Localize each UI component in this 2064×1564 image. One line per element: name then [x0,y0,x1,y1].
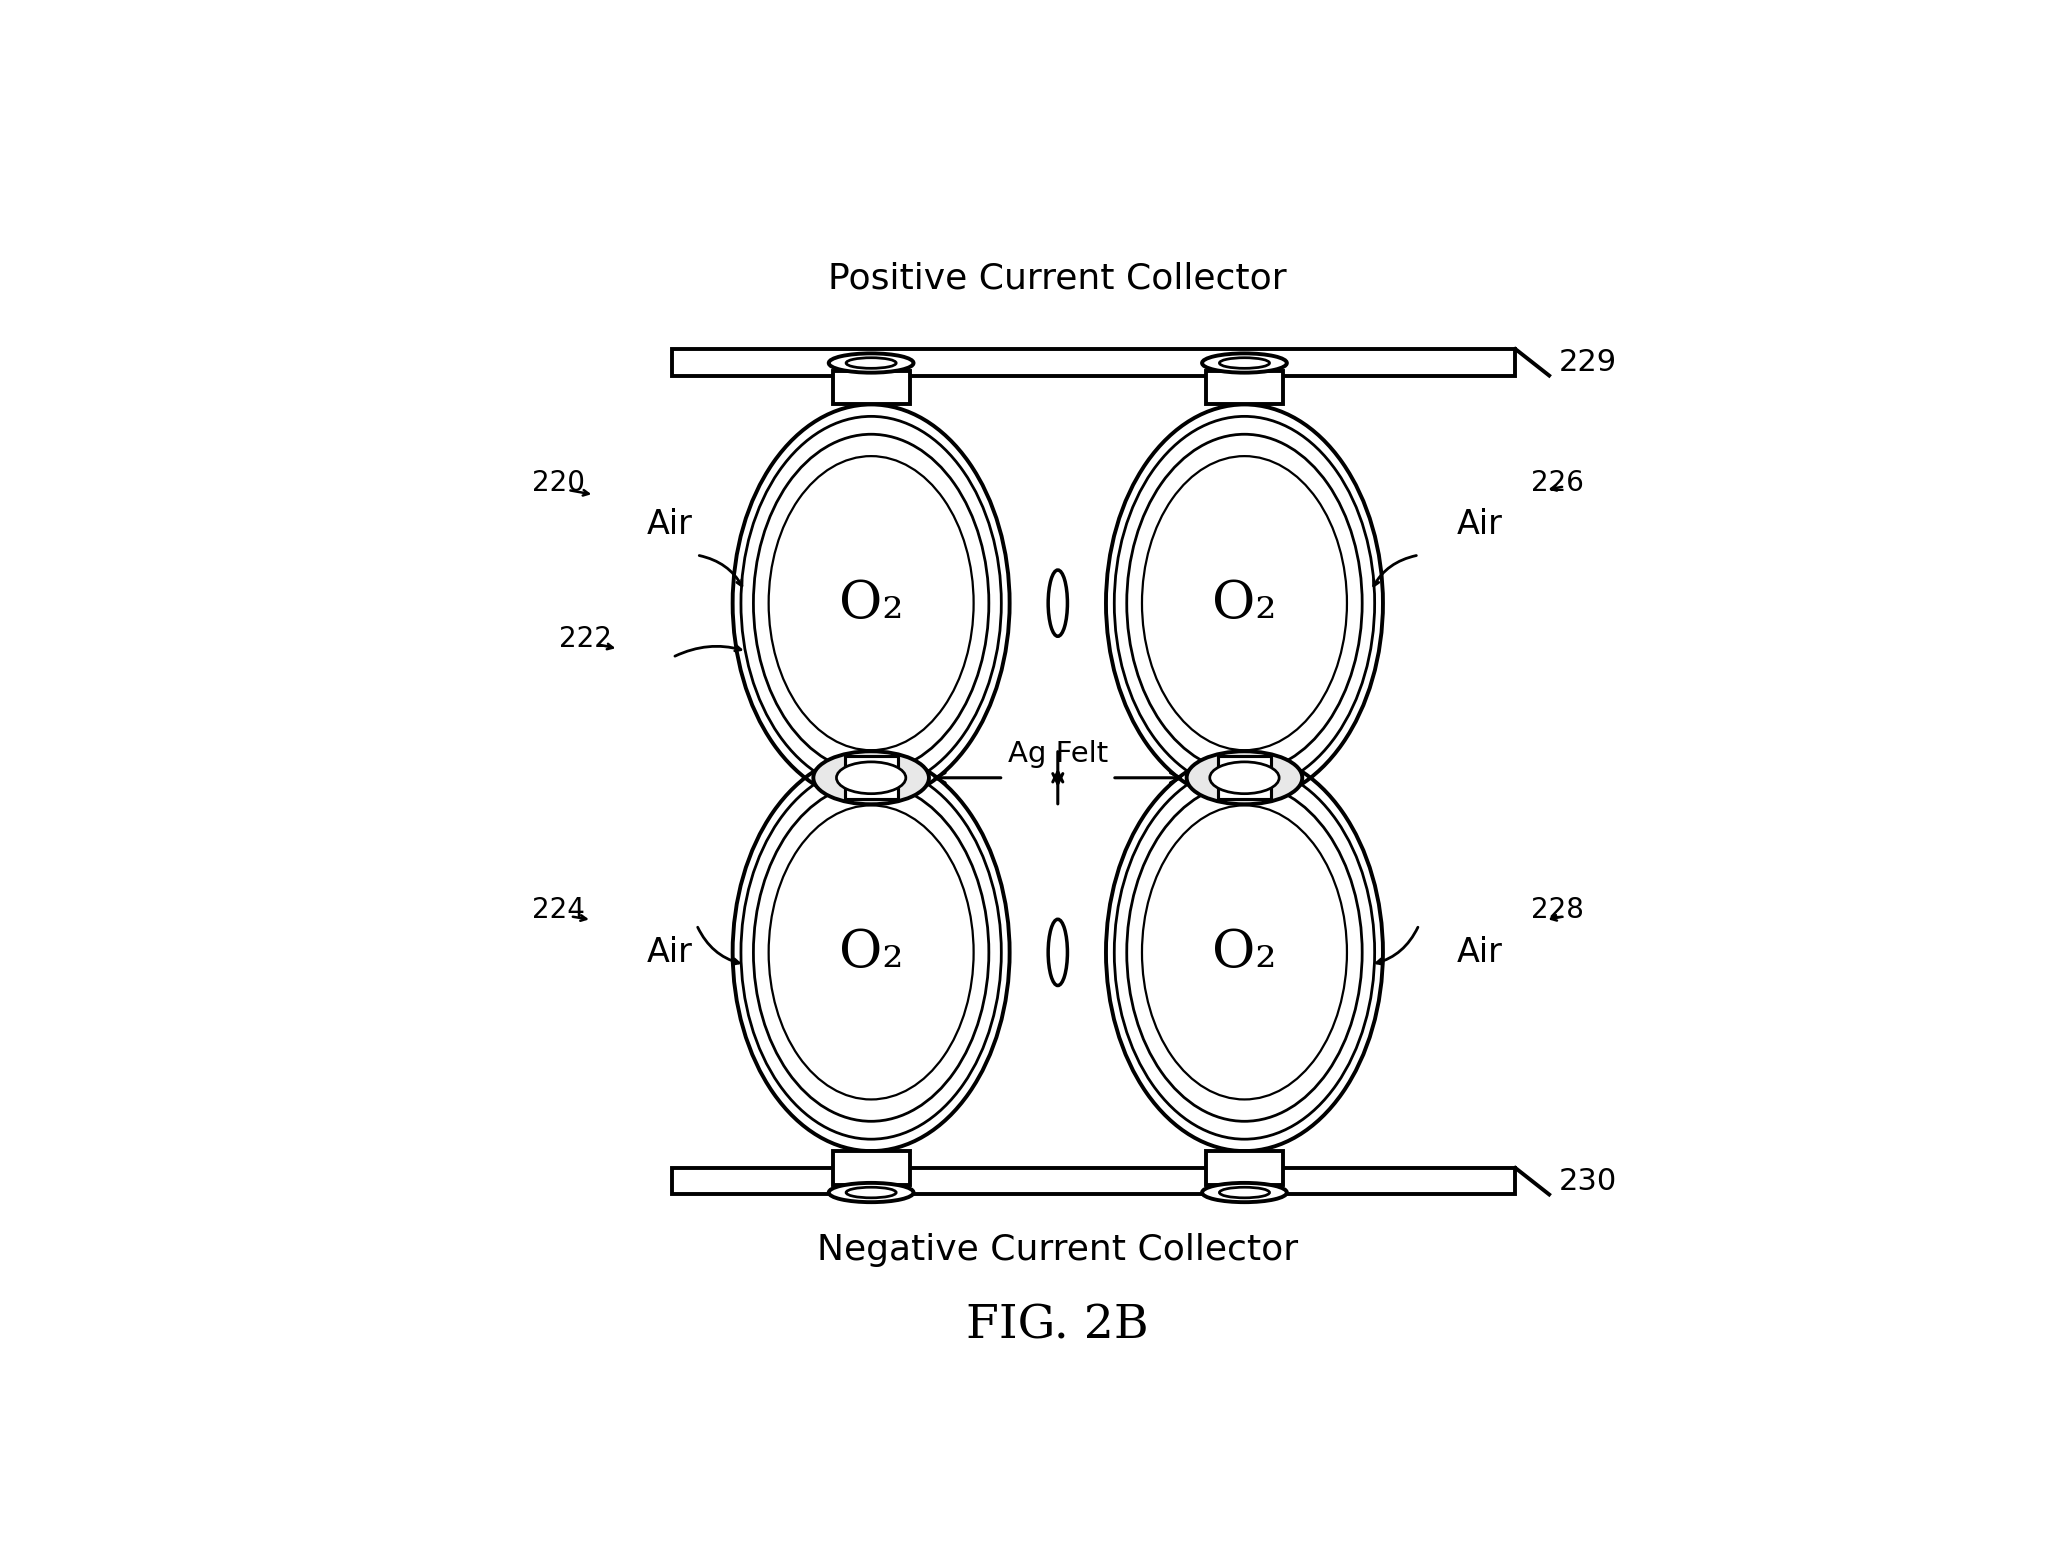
Ellipse shape [768,457,974,751]
Text: Air: Air [1457,935,1503,968]
Text: O₂: O₂ [838,577,904,629]
Text: Negative Current Collector: Negative Current Collector [817,1232,1298,1267]
Polygon shape [1205,371,1284,405]
Polygon shape [1218,777,1271,799]
Bar [673,349,1515,375]
Ellipse shape [1201,353,1286,372]
Text: FIG. 2B: FIG. 2B [966,1303,1150,1348]
Text: Air: Air [648,935,694,968]
Text: O₂: O₂ [838,927,904,978]
Ellipse shape [1049,569,1067,637]
Ellipse shape [830,353,914,372]
Text: O₂: O₂ [1212,577,1278,629]
Ellipse shape [1102,749,1385,1156]
Ellipse shape [1141,457,1348,751]
Text: Positive Current Collector: Positive Current Collector [828,261,1288,296]
Text: 224: 224 [533,896,584,924]
Ellipse shape [813,751,929,804]
Text: 230: 230 [1558,1167,1616,1196]
Text: Air: Air [1457,508,1503,541]
Bar [673,1168,1515,1195]
Text: Ag Felt: Ag Felt [1007,740,1108,768]
Ellipse shape [1201,1182,1286,1203]
Polygon shape [832,1151,910,1186]
Text: 220: 220 [533,469,584,497]
Ellipse shape [1210,762,1280,793]
Ellipse shape [1141,805,1348,1099]
Polygon shape [844,755,898,777]
Text: 226: 226 [1531,469,1583,497]
Text: 229: 229 [1558,347,1616,377]
Polygon shape [832,371,910,405]
Ellipse shape [731,400,1013,805]
Ellipse shape [1102,400,1385,805]
Text: O₂: O₂ [1212,927,1278,978]
Text: Air: Air [648,508,694,541]
Ellipse shape [830,1182,914,1203]
Polygon shape [1205,1151,1284,1186]
Ellipse shape [1049,920,1067,985]
Polygon shape [844,777,898,799]
Ellipse shape [1187,751,1302,804]
Polygon shape [1218,755,1271,777]
Ellipse shape [731,749,1013,1156]
Ellipse shape [836,762,906,793]
Text: 228: 228 [1531,896,1583,924]
Ellipse shape [768,805,974,1099]
Text: 222: 222 [559,626,613,654]
